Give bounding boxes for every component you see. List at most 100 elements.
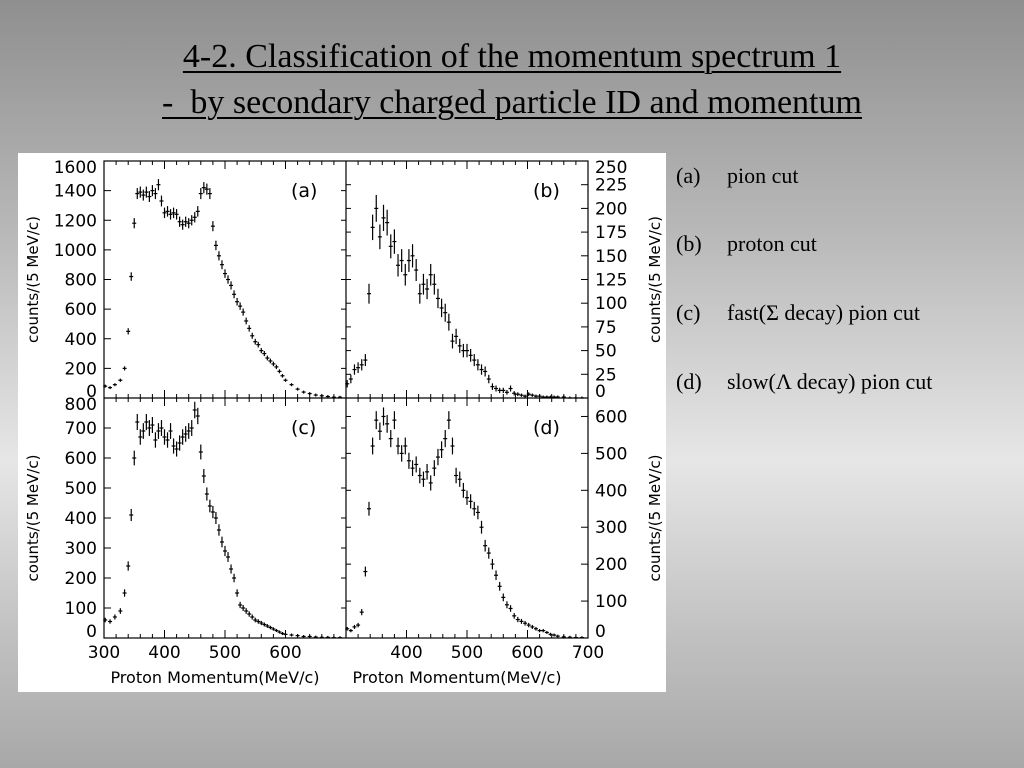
data-point-c-51 [265, 624, 270, 628]
data-point-d-15 [399, 445, 404, 462]
data-point-b-37 [479, 364, 484, 375]
data-point-c-21 [174, 441, 179, 457]
data-point-a-64 [325, 395, 330, 398]
data-point-d-5 [363, 566, 368, 577]
data-point-b-6 [366, 283, 371, 304]
data-point-d-18 [410, 460, 415, 477]
data-point-b-59 [561, 395, 566, 398]
data-point-b-57 [552, 395, 557, 398]
ytick-label-a-6: 1200 [54, 211, 97, 231]
data-point-a-33 [210, 221, 215, 232]
data-point-d-33 [465, 490, 469, 505]
ylabel-a: counts/(5 MeV/c) [24, 216, 42, 343]
data-point-d-10 [381, 407, 386, 426]
data-point-c-45 [247, 611, 252, 617]
ytick-label-b-3: 75 [595, 318, 617, 338]
ytick-label-d-6: 600 [595, 407, 627, 427]
data-point-c-5 [126, 561, 131, 571]
data-point-a-7 [132, 218, 137, 229]
data-point-c-36 [219, 536, 224, 548]
data-point-d-11 [385, 414, 390, 433]
data-point-b-5 [363, 354, 368, 367]
data-point-c-53 [271, 627, 276, 631]
data-point-a-1 [108, 386, 113, 390]
data-point-c-60 [301, 635, 306, 638]
slide-title: 4-2. Classification of the momentum spec… [0, 34, 1024, 126]
data-point-a-29 [198, 188, 203, 200]
data-point-b-9 [377, 224, 382, 250]
data-point-d-60 [567, 635, 572, 638]
data-point-d-27 [443, 430, 448, 448]
data-point-d-38 [483, 539, 488, 552]
data-point-d-43 [501, 593, 506, 602]
data-point-c-13 [150, 417, 155, 433]
data-point-b-40 [490, 383, 495, 390]
xtick-label-d-2: 600 [511, 643, 543, 663]
data-point-a-2 [112, 383, 117, 387]
data-point-b-0 [345, 380, 350, 388]
data-point-c-35 [216, 524, 221, 536]
data-point-c-38 [226, 552, 231, 562]
data-point-c-3 [118, 608, 123, 614]
data-point-d-32 [461, 482, 466, 498]
data-point-a-17 [162, 207, 167, 219]
data-point-b-12 [388, 234, 393, 259]
data-point-b-36 [475, 359, 480, 371]
data-point-b-45 [508, 385, 513, 392]
data-point-c-58 [289, 633, 294, 637]
ytick-label-b-9: 225 [595, 176, 627, 196]
data-point-b-60 [567, 396, 572, 399]
data-point-c-64 [325, 635, 330, 638]
data-point-b-18 [410, 244, 415, 268]
data-point-a-61 [307, 392, 312, 396]
data-point-d-17 [406, 452, 411, 469]
legend-text-b: proton cut [727, 231, 817, 256]
ytick-label-a-2: 400 [65, 330, 97, 350]
data-point-b-8 [374, 194, 379, 222]
data-point-a-63 [319, 394, 324, 398]
data-point-a-6 [129, 272, 134, 281]
data-point-b-48 [519, 393, 524, 397]
data-point-c-55 [277, 630, 282, 634]
data-point-d-0 [345, 626, 350, 631]
data-point-b-17 [406, 249, 411, 272]
data-point-d-58 [555, 634, 560, 638]
data-point-a-37 [223, 269, 227, 278]
data-point-c-32 [207, 499, 212, 513]
xtick-label-c-2: 500 [209, 643, 241, 663]
data-point-b-35 [472, 354, 477, 367]
data-point-b-61 [573, 396, 578, 399]
data-point-c-28 [195, 407, 200, 425]
data-point-c-33 [210, 505, 215, 519]
data-point-d-7 [370, 437, 375, 455]
data-point-a-18 [165, 206, 170, 217]
data-point-c-22 [177, 435, 182, 451]
data-point-c-29 [198, 444, 203, 460]
data-point-b-3 [356, 362, 361, 374]
data-point-c-41 [235, 589, 240, 597]
xtick-label-c-1: 400 [148, 643, 180, 663]
data-point-a-23 [180, 219, 185, 230]
data-point-b-22 [425, 278, 430, 300]
data-point-b-20 [417, 283, 422, 304]
ytick-label-a-1: 200 [65, 359, 97, 379]
data-point-b-7 [370, 214, 375, 241]
data-point-a-41 [235, 297, 240, 306]
data-point-b-52 [533, 394, 538, 398]
data-point-b-49 [523, 394, 528, 398]
data-point-d-47 [515, 616, 520, 623]
data-point-c-30 [201, 469, 206, 483]
data-point-b-38 [483, 366, 488, 377]
data-point-d-48 [519, 618, 524, 624]
ytick-label-b-7: 175 [595, 223, 627, 243]
data-point-a-34 [213, 240, 218, 251]
ytick-label-d-0: 0 [595, 622, 606, 642]
data-point-a-30 [201, 182, 206, 194]
data-point-a-10 [141, 189, 146, 201]
data-point-d-55 [544, 630, 549, 634]
data-point-a-66 [337, 395, 342, 398]
data-point-b-33 [465, 343, 469, 358]
data-point-a-56 [280, 373, 285, 378]
data-point-a-40 [232, 290, 237, 299]
data-point-a-12 [147, 191, 152, 203]
